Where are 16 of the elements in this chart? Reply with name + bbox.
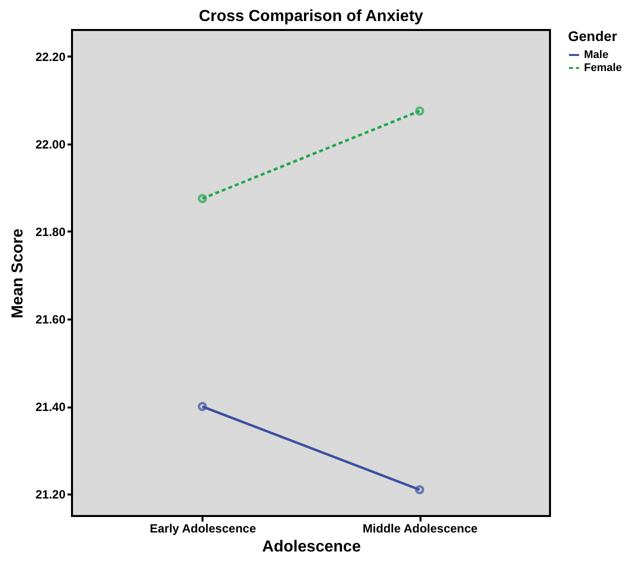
y-tick-label: 21.20 (35, 488, 66, 502)
chart-title: Cross Comparison of Anxiety (198, 8, 424, 25)
y-axis-title: Mean Score (9, 228, 26, 318)
point (415, 106, 424, 116)
x-axis-title: Adolescence (262, 538, 361, 556)
legend-title: Gender (568, 28, 618, 44)
y-tick-label: 21.60 (35, 312, 66, 326)
y-tick-label: 22.20 (35, 50, 66, 64)
x-tick-label: Early Adolescence (150, 522, 256, 536)
legend-label: Male (584, 49, 608, 61)
point (198, 194, 207, 204)
legend-label: Female (584, 62, 622, 74)
y-tick-label: 21.40 (35, 400, 66, 414)
y-tick-label: 22.00 (35, 137, 66, 152)
x-tick-label: Middle Adolescence (362, 522, 478, 536)
y-tick-label: 21.80 (35, 224, 66, 239)
